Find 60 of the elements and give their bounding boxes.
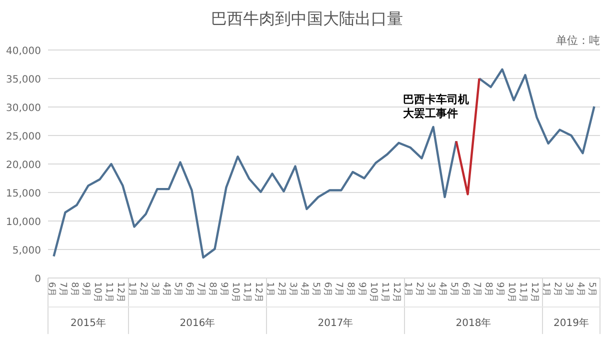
x-tick-label: 3月 [563,282,574,297]
y-tick-label: 40,000 [6,46,41,57]
x-tick-label: 10月 [230,282,240,302]
x-tick-label: 5月 [172,282,182,297]
y-tick-label: 35,000 [6,74,41,86]
x-tick-label: 4月 [298,282,309,297]
x-tick-label: 11月 [379,282,390,302]
text: 2017年 [318,317,354,329]
x-tick-label: 12月 [528,282,539,302]
x-tick-label: 10月 [92,282,102,302]
x-tick-label: 10月 [506,282,516,302]
y-tick-label: 20,000 [6,160,41,171]
x-tick-label: 10月 [368,282,378,302]
y-tick-label: 10,000 [6,217,41,228]
title: 巴西牛肉到中国大陆出口量 [211,9,403,28]
x-tick-label: 6月 [184,282,194,297]
x-tick-label: 3月 [287,282,298,297]
x-tick-label: 4月 [574,282,585,297]
x-tick-label: 2月 [414,282,424,297]
x-tick-label: 5月 [448,282,458,297]
x-tick-label: 7月 [333,282,344,297]
x-tick-label: 5月 [310,282,320,297]
x-tick-label: 5月 [586,282,596,297]
x-tick-label: 2月 [276,282,286,297]
x-tick-label: 9月 [356,282,366,297]
x-tick-label: 6月 [460,282,470,297]
y-tick-label: 30,000 [6,103,41,114]
x-tick-label: 12月 [390,282,401,302]
text: 2015年 [70,317,106,329]
x-tick-label: 3月 [425,282,436,297]
x-tick-label: 4月 [160,282,171,297]
y-tick-label: 25,000 [6,132,41,142]
x-tick-label: 8月 [482,282,493,297]
x-tick-label: 2月 [552,282,562,297]
x-tick-label: 12月 [252,282,263,302]
x-tick-label: 11月 [103,282,114,302]
annotation: 巴西卡车司机大罢工事件 [403,93,469,120]
x-tick-label: 11月 [241,282,252,302]
x-tick-label: 8月 [344,282,355,297]
x-tick-label: 8月 [206,282,217,297]
ylabel: 单位：吨 [556,34,600,47]
y-tick-label: 15,000 [6,188,41,200]
y-tick-label: 0 [34,274,41,285]
x-tick-label: 3月 [149,282,160,297]
text: 2018年 [456,317,492,329]
x-tick-label: 12月 [114,282,125,302]
text: 2016年 [180,317,216,329]
x-tick-label: 6月 [322,282,332,297]
x-tick-label: 7月 [195,282,206,297]
text: 2019年 [554,317,589,329]
x-tick-label: 8月 [68,282,79,297]
x-tick-label: 4月 [436,282,447,297]
x-tick-label: 9月 [494,282,504,297]
x-tick-label: 11月 [517,282,528,302]
x-tick-label: 9月 [80,282,90,297]
y-tick-label: 5,000 [12,246,41,256]
x-tick-label: 9月 [218,282,228,297]
x-tick-label: 7月 [471,282,482,297]
x-tick-label: 2月 [138,282,148,297]
x-tick-label: 7月 [57,282,68,297]
